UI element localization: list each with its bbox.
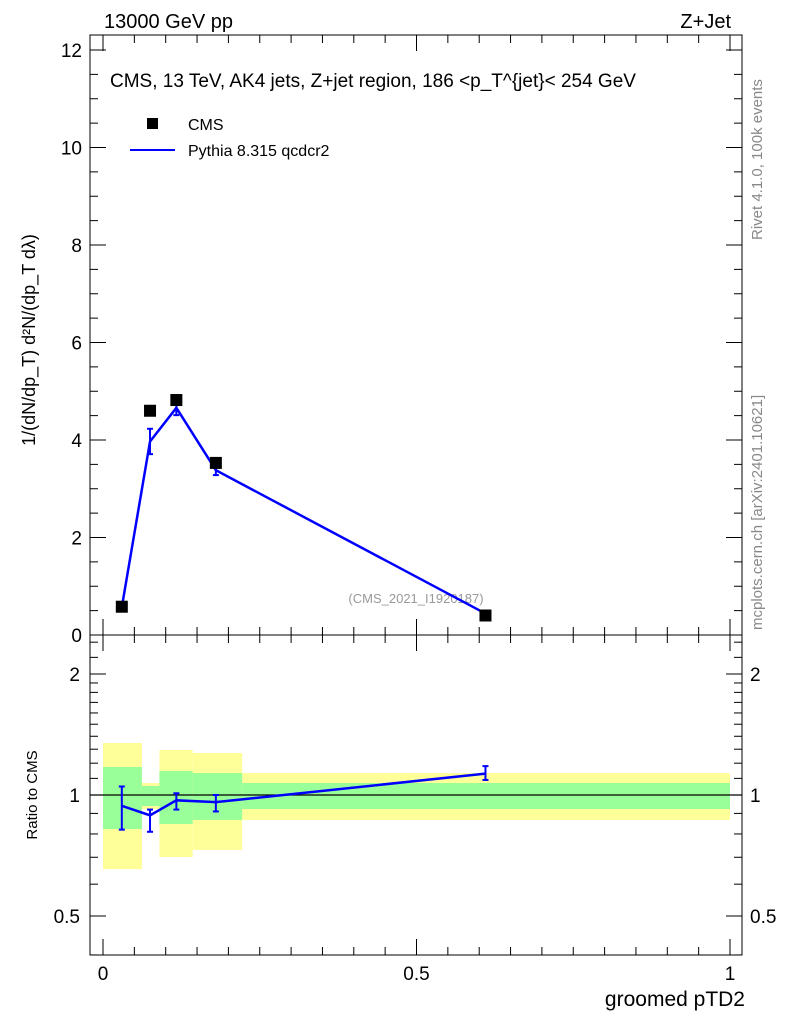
header-right: Z+Jet	[680, 11, 731, 33]
legend-cms-marker	[147, 118, 158, 129]
green-band	[242, 783, 730, 809]
y-tick-label: 4	[71, 431, 82, 452]
cms-data-point	[144, 404, 157, 417]
legend: CMS Pythia 8.315 qcdcr2	[130, 117, 330, 160]
ratio-y-tick-label-right: 0.5	[750, 907, 776, 928]
ratio-y-tick-label: 0.5	[54, 907, 80, 928]
ratio-y-tick-label-right: 2	[750, 665, 761, 686]
x-tick-label: 0	[98, 964, 109, 985]
legend-cms-label: CMS	[188, 117, 224, 134]
cms-data-point	[479, 609, 492, 622]
y-tick-label: 8	[71, 236, 82, 257]
ratio-y-tick-label-right: 1	[750, 786, 761, 807]
y-tick-label: 6	[71, 334, 82, 355]
x-tick-label: 0.5	[403, 964, 429, 985]
x-tick-label: 1	[725, 964, 736, 985]
ratio-y-label: Ratio to CMS	[24, 750, 41, 839]
y-tick-label: 2	[71, 529, 82, 550]
side-text-top: Rivet 4.1.0, 100k events	[749, 79, 766, 240]
x-axis-label: groomed pTD2	[605, 988, 745, 1011]
header-left: 13000 GeV pp	[104, 11, 233, 33]
cms-data-point	[209, 456, 222, 469]
cms-data-point	[170, 394, 183, 407]
y-tick-label: 10	[61, 139, 82, 160]
pythia-line	[120, 405, 487, 615]
cms-data-point	[115, 600, 128, 613]
plot-title: CMS, 13 TeV, AK4 jets, Z+jet region, 186…	[110, 71, 636, 92]
green-band	[192, 773, 243, 820]
y-tick-label: 12	[61, 41, 82, 62]
ratio-y-tick-label: 1	[69, 786, 80, 807]
y-tick-label: 0	[71, 626, 82, 647]
legend-pythia-label: Pythia 8.315 qcdcr2	[188, 143, 330, 160]
y-axis-label: 1/(dN/dp_T) d²N/(dp_T dλ)	[19, 234, 40, 446]
side-text-bottom: mcplots.cern.ch [arXiv:2401.10621]	[749, 395, 766, 630]
ratio-y-tick-label: 2	[69, 665, 80, 686]
green-band	[141, 785, 160, 806]
watermark: (CMS_2021_I1920187)	[348, 591, 483, 606]
